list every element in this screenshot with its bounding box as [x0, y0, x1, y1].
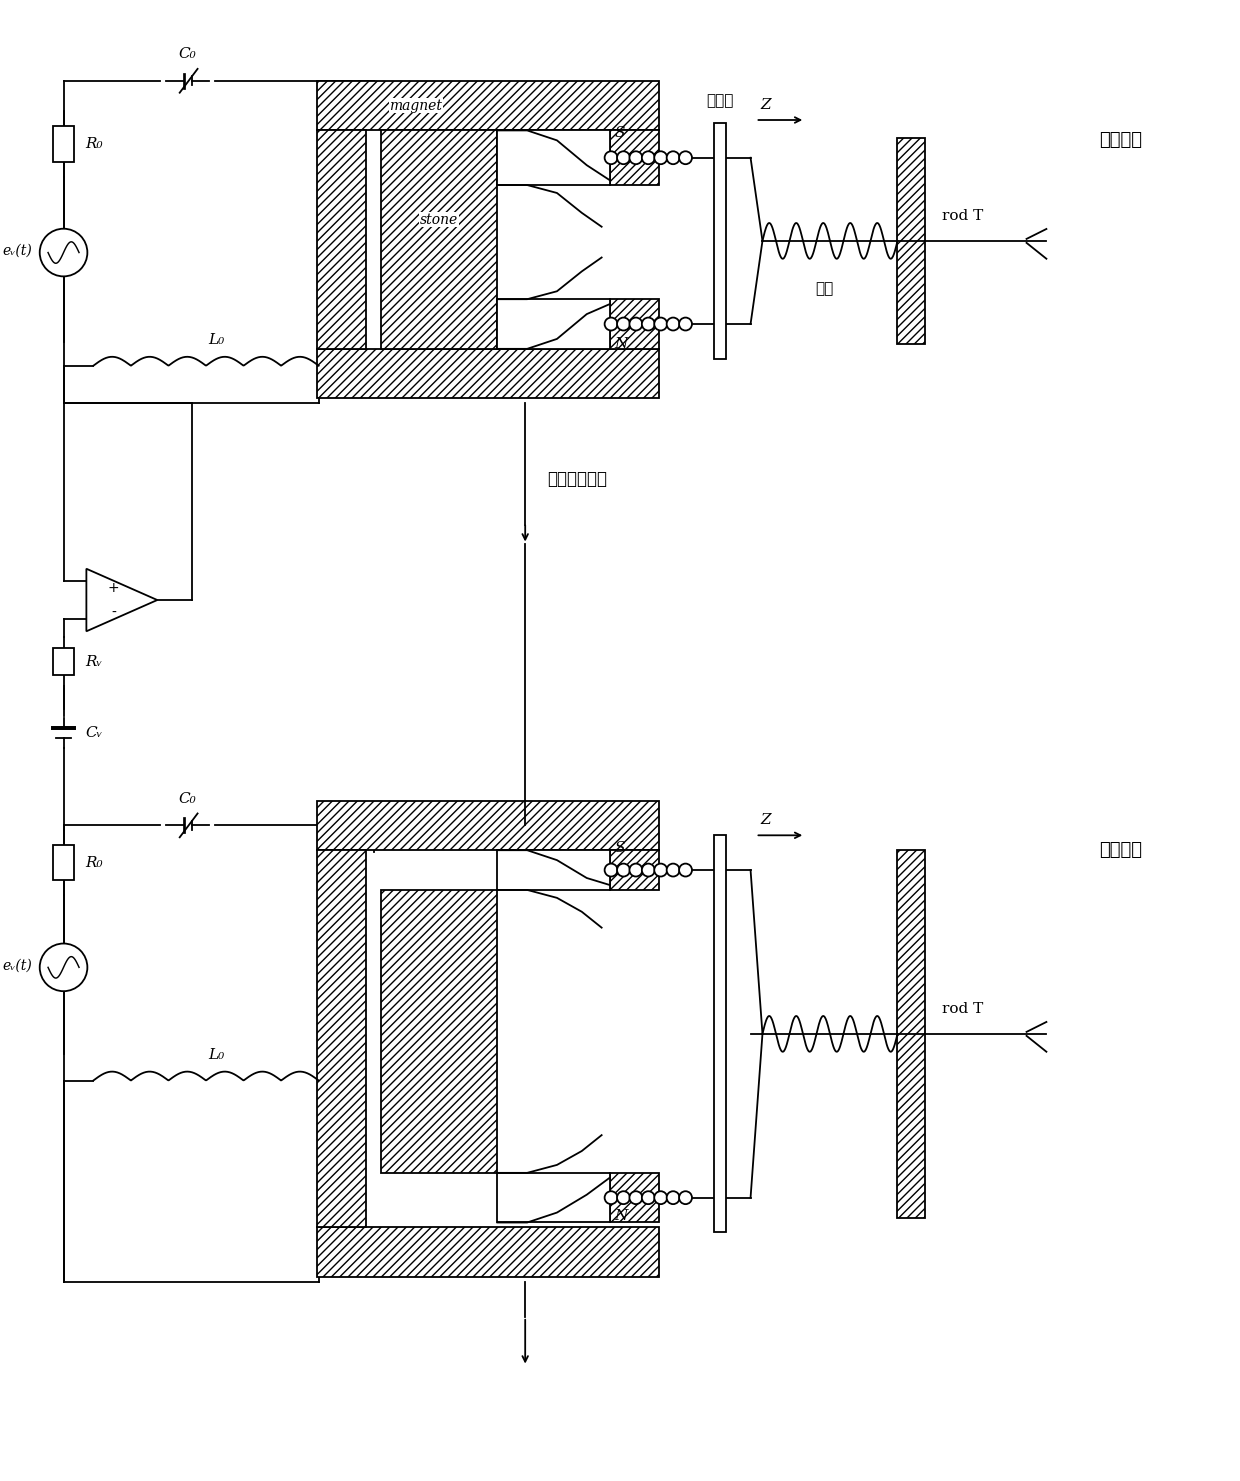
Text: magnet: magnet: [389, 99, 443, 113]
Circle shape: [655, 1191, 667, 1204]
Text: Rᵥ: Rᵥ: [86, 655, 103, 668]
Bar: [316, 81, 660, 130]
Circle shape: [605, 151, 618, 164]
Circle shape: [605, 863, 618, 877]
Circle shape: [40, 943, 87, 991]
Text: C₀: C₀: [179, 47, 196, 61]
Circle shape: [642, 863, 655, 877]
Text: S: S: [615, 841, 625, 855]
Circle shape: [618, 151, 630, 164]
Text: eᵥ(t): eᵥ(t): [2, 958, 32, 973]
Bar: [381, 130, 497, 350]
Bar: [316, 1228, 660, 1277]
Text: 移动架: 移动架: [706, 95, 734, 108]
Circle shape: [655, 863, 667, 877]
Circle shape: [642, 1191, 655, 1204]
Circle shape: [667, 1191, 680, 1204]
Bar: [610, 299, 660, 350]
Bar: [316, 130, 366, 350]
Text: 主动系统: 主动系统: [1100, 132, 1142, 150]
Text: 耦合磁体线圈: 耦合磁体线圈: [547, 471, 608, 489]
Circle shape: [630, 863, 642, 877]
Text: N: N: [615, 1208, 627, 1222]
Circle shape: [667, 151, 680, 164]
Circle shape: [630, 151, 642, 164]
Text: R₀: R₀: [86, 136, 103, 151]
Text: Z: Z: [760, 813, 771, 828]
Circle shape: [630, 1191, 642, 1204]
Circle shape: [667, 317, 680, 330]
Bar: [497, 130, 610, 185]
Circle shape: [605, 317, 618, 330]
Circle shape: [680, 863, 692, 877]
Circle shape: [642, 151, 655, 164]
Bar: [52, 647, 74, 675]
Circle shape: [680, 317, 692, 330]
Text: L₀: L₀: [208, 333, 224, 347]
Circle shape: [40, 228, 87, 277]
Bar: [714, 123, 725, 358]
Circle shape: [680, 151, 692, 164]
Circle shape: [605, 1191, 618, 1204]
Circle shape: [618, 1191, 630, 1204]
Text: Cᵥ: Cᵥ: [86, 726, 103, 740]
Circle shape: [667, 863, 680, 877]
Circle shape: [655, 317, 667, 330]
Bar: [497, 1173, 610, 1222]
Text: Z: Z: [760, 98, 771, 113]
Bar: [316, 801, 660, 850]
Bar: [898, 850, 925, 1217]
Text: 弹簧: 弹簧: [815, 283, 833, 296]
Bar: [610, 850, 660, 890]
Polygon shape: [87, 569, 157, 631]
Text: R₀: R₀: [86, 856, 103, 869]
Text: stone: stone: [420, 213, 459, 227]
Bar: [497, 299, 610, 350]
Circle shape: [630, 317, 642, 330]
Circle shape: [642, 317, 655, 330]
Bar: [497, 850, 610, 890]
Bar: [52, 126, 74, 161]
Bar: [610, 130, 660, 185]
Circle shape: [655, 151, 667, 164]
Text: eᵥ(t): eᵥ(t): [2, 243, 32, 258]
Text: N: N: [615, 336, 627, 351]
Text: +: +: [108, 581, 119, 594]
Circle shape: [618, 317, 630, 330]
Bar: [610, 1173, 660, 1222]
Text: rod T: rod T: [942, 1003, 983, 1016]
Bar: [898, 138, 925, 344]
Text: 从动系统: 从动系统: [1100, 841, 1142, 859]
Bar: [714, 835, 725, 1232]
Circle shape: [680, 1191, 692, 1204]
Bar: [316, 850, 366, 1228]
Text: L₀: L₀: [208, 1047, 224, 1062]
Circle shape: [618, 863, 630, 877]
Bar: [381, 890, 497, 1173]
Bar: [52, 844, 74, 880]
Bar: [316, 350, 660, 398]
Text: C₀: C₀: [179, 791, 196, 806]
Text: -: -: [112, 606, 115, 619]
Text: rod T: rod T: [942, 209, 983, 224]
Text: S: S: [615, 126, 625, 139]
